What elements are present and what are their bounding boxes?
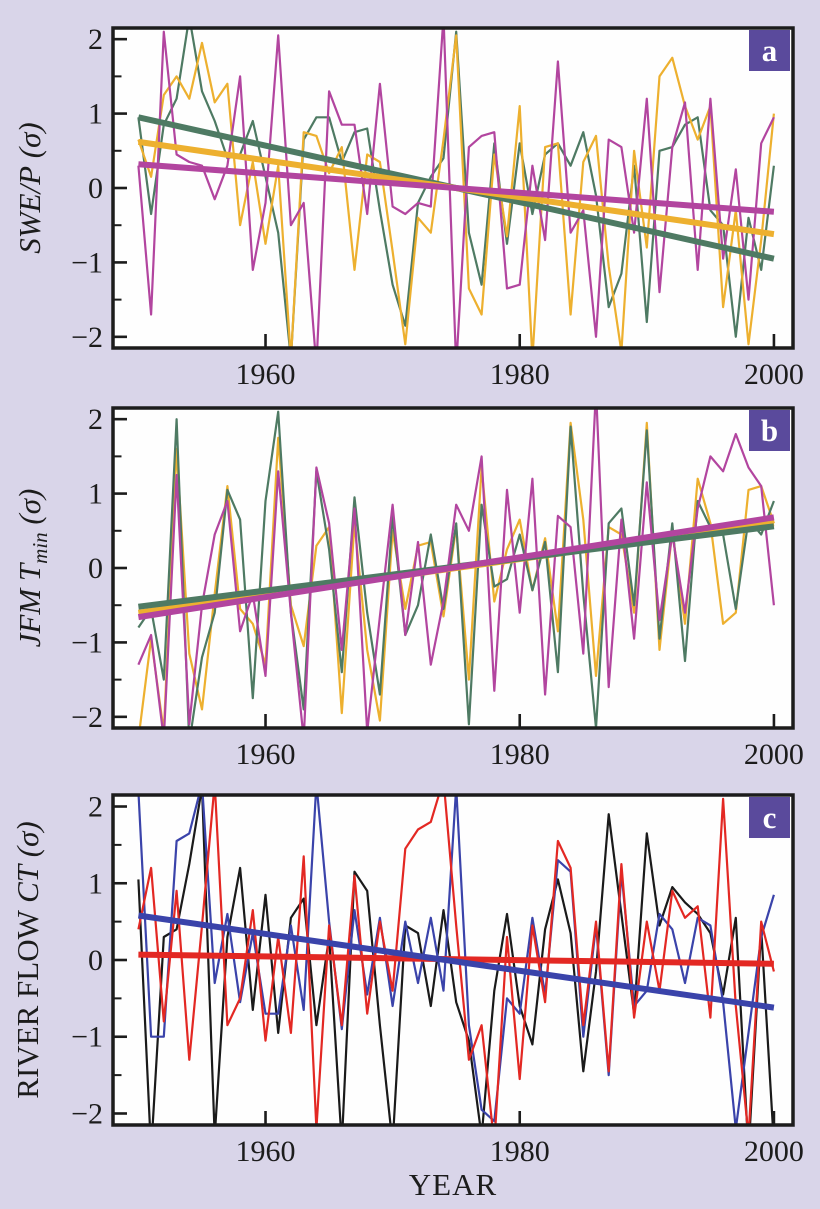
y-tick-label: −2 <box>71 1097 103 1130</box>
panel-b-letter-badge: b <box>749 410 790 451</box>
y-title-suffix: (σ) <box>12 122 47 166</box>
y-title-main: CT <box>10 865 45 903</box>
y-tick-label: 1 <box>88 478 103 511</box>
series-orange-line <box>137 34 775 347</box>
x-tick-label: 2000 <box>744 1135 804 1168</box>
x-tick-label: 1960 <box>236 1135 296 1168</box>
x-axis-title: YEAR <box>408 1167 498 1202</box>
series-black-line <box>137 796 774 1124</box>
y-tick-label: 0 <box>88 944 103 977</box>
x-tick-label: 1960 <box>236 738 296 771</box>
y-title-suffix: (σ) <box>12 488 47 533</box>
y-title-subscript: min <box>28 532 52 564</box>
panel-c-y-axis-title: RIVER FLOW CT (σ) <box>7 730 49 1190</box>
panel-b-chart: −2 −1 0 1 2 1960 1980 2000 <box>71 403 804 771</box>
y-title-suffix: (σ) <box>10 821 45 865</box>
y-tick-label: −1 <box>71 246 103 279</box>
series-magenta-line <box>137 409 775 727</box>
panel-a-chart: −2 −1 0 1 2 1960 1980 2000 <box>71 23 804 391</box>
x-tick-label: 1980 <box>490 738 550 771</box>
y-tick-label: −1 <box>71 626 103 659</box>
panel-b-y-axis-title: JFM Tmin (σ) <box>9 338 52 798</box>
axes-frame <box>111 406 795 730</box>
y-tick-label: −1 <box>71 1021 103 1054</box>
y-title-prefix: RIVER FLOW <box>10 902 45 1099</box>
y-tick-label: 1 <box>88 867 103 900</box>
y-title-main: JFM T <box>12 563 47 648</box>
panel-c-letter-badge: c <box>749 797 790 838</box>
magenta-trend <box>137 514 775 621</box>
x-tick-label: 2000 <box>744 738 804 771</box>
axes-frame <box>111 26 795 350</box>
panel-c-chart: −2 −1 0 1 2 1960 1980 2000 <box>71 791 804 1168</box>
x-tick-label: 2000 <box>744 358 804 391</box>
y-title-main: SWE/P <box>12 165 47 254</box>
magenta-trend <box>138 161 775 215</box>
y-tick-label: 1 <box>88 98 103 131</box>
blue-trend <box>137 912 775 1011</box>
y-tick-label: 2 <box>88 403 103 436</box>
y-tick-label: 2 <box>88 23 103 56</box>
y-tick-label: 0 <box>88 172 103 205</box>
series-red-line <box>137 796 775 1124</box>
x-tick-label: 1960 <box>236 358 296 391</box>
y-tick-label: −2 <box>71 701 103 734</box>
y-tick-label: 2 <box>88 791 103 824</box>
panel-a-letter-badge: a <box>749 30 790 71</box>
y-tick-label: −2 <box>71 321 103 354</box>
y-tick-label: 0 <box>88 552 103 585</box>
x-tick-label: 1980 <box>490 1135 550 1168</box>
axes-frame <box>111 793 795 1127</box>
x-tick-label: 1980 <box>490 358 550 391</box>
